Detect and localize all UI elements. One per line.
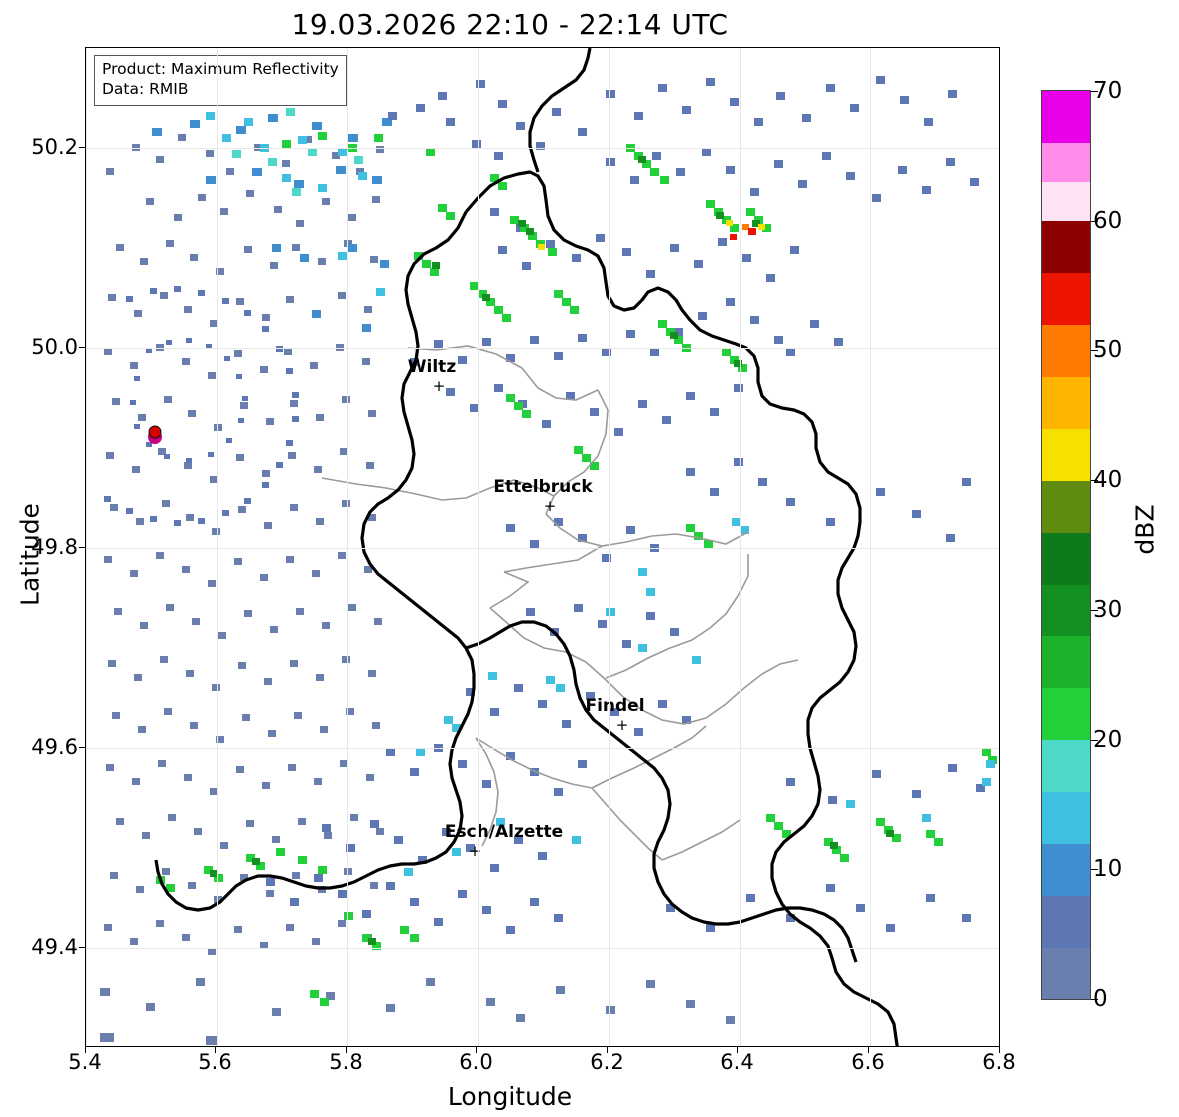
colorbar-segment (1042, 947, 1090, 999)
xtick-1: 5.6 (198, 1050, 232, 1074)
colorbar-segment (1042, 376, 1090, 429)
ytick-3: 50.0 (31, 335, 78, 359)
colorbar-tick-mark (1091, 220, 1098, 222)
data-line: Data: RMIB (102, 79, 189, 98)
xtick-3: 6.0 (459, 1050, 493, 1074)
colorbar-label: dBZ (1130, 504, 1160, 555)
colorbar-segment (1042, 142, 1090, 183)
internal-borders (321, 345, 799, 861)
colorbar-segment (1042, 843, 1090, 896)
gridline-horizontal (86, 148, 999, 149)
gridline-vertical (86, 48, 87, 1046)
map-artwork (100, 48, 997, 1046)
gridline-horizontal (86, 348, 999, 349)
gridline-horizontal (86, 548, 999, 549)
city-marker-esch-alzette: + (468, 842, 482, 860)
city-label-wiltz: Wiltz (407, 357, 457, 377)
ytick-2: 49.8 (31, 535, 78, 559)
colorbar-segment (1042, 635, 1090, 689)
city-marker-ettelbruck: + (543, 497, 557, 515)
city-label-esch-alzette: Esch/Alzette (444, 822, 564, 842)
colorbar-segment (1042, 220, 1090, 274)
city-marker-findel: + (615, 716, 629, 734)
colorbar-segment (1042, 428, 1090, 481)
product-line: Product: Maximum Reflectivity (102, 60, 339, 78)
gridline-vertical (216, 48, 218, 1046)
colorbar-segment (1042, 687, 1090, 741)
colorbar-segment (1042, 583, 1090, 637)
y-axis-label: Latitude (15, 503, 45, 606)
colorbar-segment (1042, 181, 1090, 222)
city-marker-wiltz: + (432, 377, 446, 395)
gridline-vertical (608, 48, 610, 1046)
ytick-4: 50.2 (31, 135, 78, 159)
colorbar-tick-mark (1091, 350, 1098, 352)
city-label-ettelbruck: Ettelbruck (493, 477, 593, 497)
gridline-horizontal (86, 948, 999, 949)
map-plot-area[interactable]: Product: Maximum Reflectivity Data: RMIB… (85, 47, 1000, 1047)
colorbar-tick-mark (1091, 739, 1098, 741)
colorbar-tick-mark (1091, 609, 1098, 611)
colorbar-segment (1042, 480, 1090, 533)
xtick-2: 5.8 (329, 1050, 363, 1074)
gridline-horizontal (86, 748, 999, 749)
page-title: 19.03.2026 22:10 - 22:14 UTC (291, 8, 729, 41)
gridline-vertical (347, 48, 349, 1046)
colorbar-segment (1042, 791, 1090, 844)
colorbar-tick-label: 0 (1093, 986, 1108, 1012)
ytick-0: 49.4 (31, 935, 78, 959)
colorbar-segment (1042, 895, 1090, 948)
product-info-box: Product: Maximum Reflectivity Data: RMIB (94, 55, 347, 106)
xtick-6: 6.6 (851, 1050, 885, 1074)
gridline-vertical (739, 48, 741, 1046)
city-label-findel: Findel (585, 696, 645, 716)
colorbar-segment (1042, 532, 1090, 585)
xtick-5: 6.4 (720, 1050, 754, 1074)
colorbar (1041, 90, 1091, 1000)
xtick-0: 5.4 (68, 1050, 102, 1074)
ytick-1: 49.6 (31, 735, 78, 759)
colorbar-tick-mark (1091, 869, 1098, 871)
colorbar-segment (1042, 739, 1090, 793)
reflectivity-pixels (100, 76, 997, 1045)
radar-site-marker[interactable] (148, 425, 162, 439)
country-border-luxembourg (154, 170, 899, 1046)
colorbar-tick-mark (1091, 91, 1098, 92)
gridline-vertical (870, 48, 872, 1046)
gridline-vertical (478, 48, 480, 1046)
xtick-4: 6.2 (590, 1050, 624, 1074)
xtick-7: 6.8 (982, 1050, 1016, 1074)
x-axis-label: Longitude (447, 1082, 573, 1111)
colorbar-tick-mark (1091, 999, 1098, 1000)
colorbar-segment (1042, 91, 1090, 144)
colorbar-segment (1042, 272, 1090, 326)
colorbar-tick-mark (1091, 480, 1098, 482)
colorbar-segment (1042, 324, 1090, 377)
